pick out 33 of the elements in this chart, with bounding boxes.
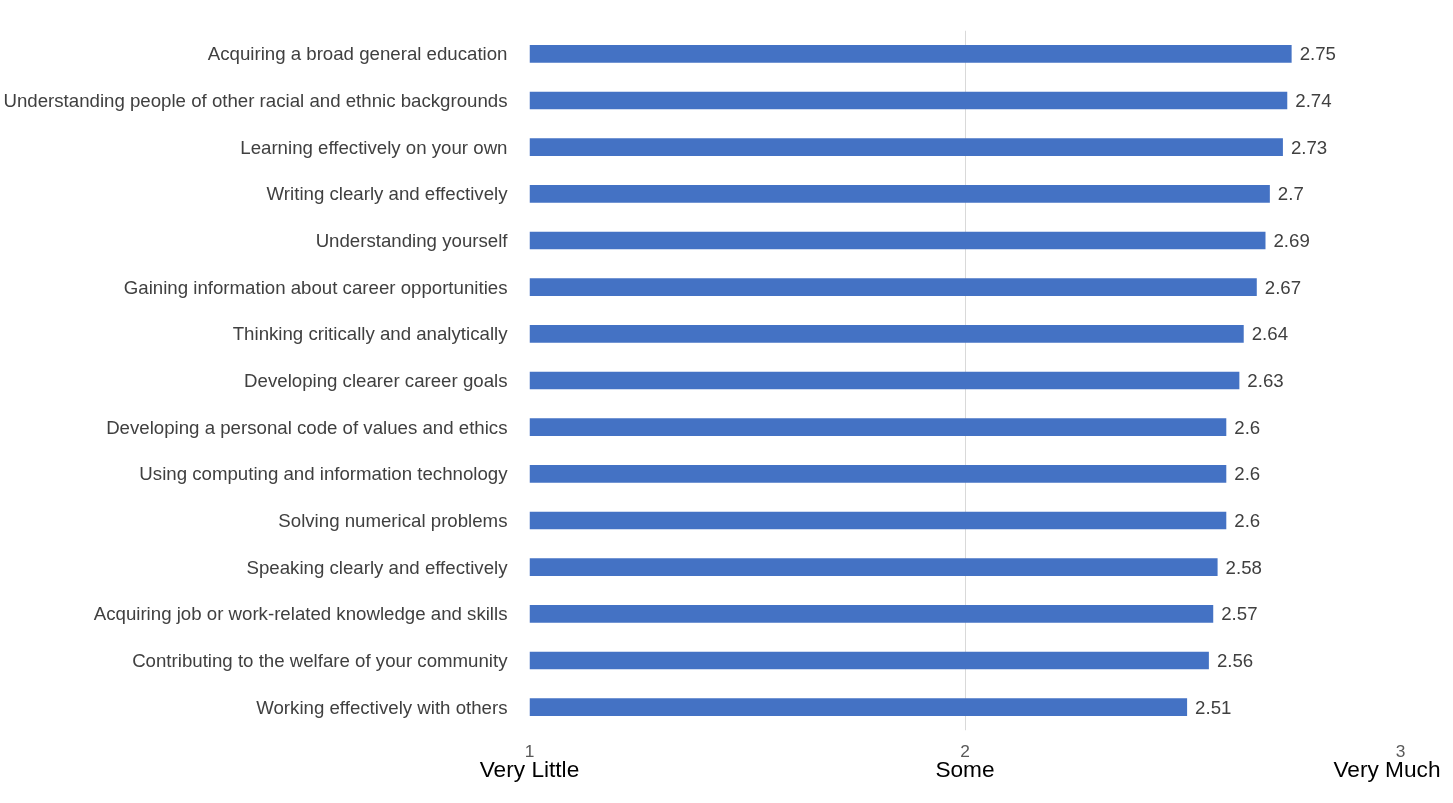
y-tick-label: Thinking critically and analytically [232,323,509,345]
y-tick-label: Developing a personal code of values and ethics [106,416,508,438]
y-tick-label: Acquiring a broad general education [207,43,508,65]
y-tick-label: Working effectively with others [256,696,508,718]
y-tick-label: Writing clearly and effectively [266,183,509,205]
data-label: 2.58 [1225,556,1262,578]
y-tick-label: Gaining information about career opportunities [123,276,508,298]
x-tick-label: 1 [524,740,535,761]
data-label: 2.7 [1277,183,1304,205]
y-tick-label: Understanding yourself [315,230,509,251]
data-label: 2.74 [1295,90,1332,111]
y-tick-label: Acquiring job or work-related knowledge and skills [93,603,508,625]
y-tick-label: Solving numerical problems [278,510,508,531]
data-label: 2.57 [1221,603,1258,625]
y-tick-label: Contributing to the welfare of your community [132,650,509,671]
data-label: 2.75 [1299,43,1336,65]
y-tick-label: Speaking clearly and effectively [246,556,509,578]
data-label: 2.56 [1216,650,1254,671]
data-label: 2.63 [1247,370,1284,391]
data-label: 2.51 [1195,696,1232,718]
data-label: 2.6 [1234,416,1261,438]
data-label: 2.6 [1234,463,1261,485]
y-tick-label: Using computing and information technology [139,463,509,485]
x-tick-label: 3 [1395,740,1406,761]
data-label: 2.69 [1273,230,1310,251]
data-label: 2.73 [1290,136,1328,158]
data-label: 2.64 [1251,323,1289,345]
data-label: 2.6 [1234,510,1261,531]
x-tick-label: 2 [960,740,970,761]
y-tick-label: Understanding people of other racial and ethnic backgrounds [3,90,508,111]
data-label: 2.67 [1264,276,1302,298]
y-tick-label: Learning effectively on your own [240,136,508,158]
y-tick-label: Developing clearer career goals [244,370,508,391]
